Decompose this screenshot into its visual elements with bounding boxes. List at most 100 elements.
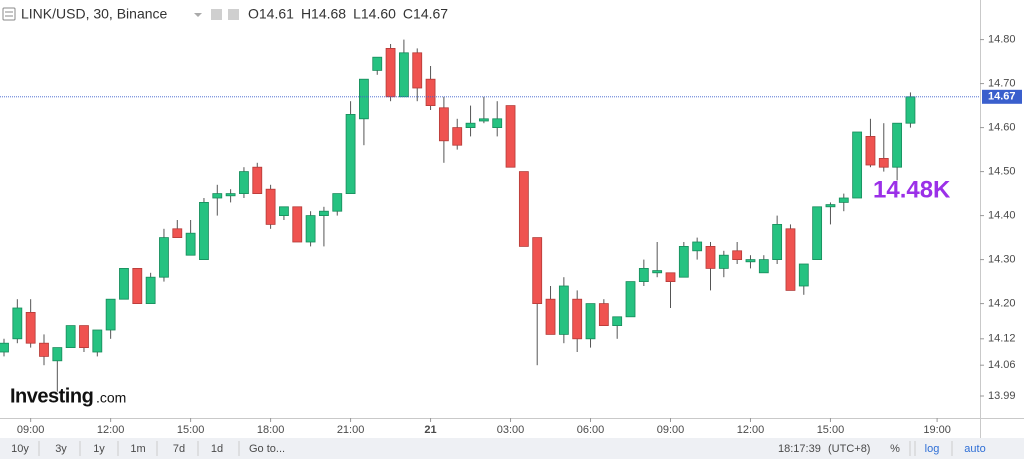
- y-tick-label: 14.70: [988, 78, 1016, 90]
- y-tick-label: 14.30: [988, 254, 1016, 266]
- candle-body: [612, 316, 623, 326]
- candle-body: [465, 122, 476, 128]
- candle-body: [0, 342, 9, 353]
- x-tick-label: 15:00: [177, 424, 205, 436]
- candle-body: [185, 232, 196, 256]
- candle-body: [798, 263, 809, 287]
- candle-body: [572, 298, 583, 340]
- settings-icon[interactable]: [228, 9, 239, 20]
- candle-body: [825, 204, 836, 208]
- candle-body: [385, 48, 396, 98]
- candle-body: [678, 245, 689, 278]
- range-button[interactable]: 3y: [55, 443, 67, 455]
- watermark: Investing: [10, 385, 93, 407]
- range-button[interactable]: 1y: [93, 443, 105, 455]
- candle-body: [279, 206, 289, 217]
- candle-body: [758, 259, 769, 274]
- candle-body: [692, 241, 703, 252]
- ohlc-value: L14.60: [353, 6, 396, 22]
- x-tick-label: 21:00: [337, 424, 365, 436]
- y-tick-label: 14.50: [988, 166, 1016, 178]
- scale-option[interactable]: %: [890, 443, 900, 455]
- candle-body: [838, 197, 849, 203]
- candle-body: [785, 228, 796, 291]
- x-tick-label: 19:00: [923, 424, 951, 436]
- menu-icon[interactable]: [2, 7, 16, 21]
- x-tick-label: 09:00: [657, 424, 685, 436]
- candle-body: [359, 78, 369, 120]
- y-tick-label: 14.80: [988, 34, 1016, 46]
- x-tick-label: 03:00: [497, 424, 525, 436]
- settings-icon[interactable]: [211, 9, 222, 20]
- annotation: 14.48K: [873, 176, 951, 203]
- candle-body: [585, 303, 596, 340]
- candle-body: [518, 171, 529, 247]
- candle-body: [452, 127, 463, 146]
- candle-body: [625, 281, 636, 318]
- candle-body: [25, 311, 36, 344]
- candle-body: [159, 237, 169, 278]
- watermark-suffix: .com: [96, 390, 126, 406]
- y-tick-label: 14.20: [988, 298, 1016, 310]
- candle-body: [772, 223, 783, 260]
- candle-body: [732, 250, 743, 261]
- candle-body: [239, 171, 249, 195]
- ohlc-value: H14.68: [301, 6, 346, 22]
- candle-body: [865, 135, 876, 166]
- scale-option[interactable]: auto: [964, 443, 985, 455]
- ohlc-value: O14.61: [248, 6, 294, 22]
- symbol: LINK/USD, 30, Binance: [21, 6, 168, 22]
- candle-body: [332, 193, 343, 212]
- candle-body: [665, 272, 676, 282]
- x-tick-label: 21: [424, 424, 436, 436]
- candle-body: [79, 325, 89, 349]
- candle-body: [532, 237, 543, 305]
- candle-body: [319, 210, 329, 216]
- clock: 18:17:39: [778, 443, 821, 455]
- x-tick-label: 15:00: [817, 424, 845, 436]
- x-tick-label: 12:00: [737, 424, 765, 436]
- candle-body: [892, 122, 903, 168]
- candle-body: [212, 193, 223, 199]
- range-button[interactable]: 7d: [173, 443, 185, 455]
- candle-body: [412, 52, 423, 89]
- candle-body: [199, 201, 209, 260]
- candle-body: [65, 325, 76, 349]
- y-tick-label: 14.40: [988, 210, 1016, 222]
- candle-body: [252, 166, 263, 194]
- candle-body: [598, 303, 609, 327]
- candle-body: [39, 342, 49, 357]
- candle-body: [292, 206, 303, 243]
- candle-body: [265, 188, 276, 225]
- candle-body: [652, 270, 663, 274]
- candle-body: [372, 56, 383, 71]
- dropdown-arrow[interactable]: [194, 13, 202, 17]
- candle-body: [638, 267, 649, 282]
- last-price-box: [982, 89, 1022, 104]
- candle-body: [12, 307, 23, 340]
- candle-body: [438, 107, 449, 142]
- ohlc-value: C14.67: [403, 6, 448, 22]
- candle-body: [305, 215, 316, 243]
- candle-body: [345, 114, 356, 194]
- candle-body: [505, 105, 516, 168]
- candle-body: [905, 96, 916, 124]
- y-tick-label: 13.99: [988, 390, 1016, 402]
- x-tick-label: 18:00: [257, 424, 285, 436]
- range-button[interactable]: 1m: [130, 443, 145, 455]
- goto-button[interactable]: Go to...: [249, 443, 285, 455]
- x-tick-label: 09:00: [17, 424, 45, 436]
- range-button[interactable]: 10y: [11, 443, 29, 455]
- candle-body: [745, 259, 756, 263]
- toolbar: [0, 438, 1024, 459]
- y-tick-label: 14.12: [988, 333, 1016, 345]
- candle-body: [545, 298, 556, 335]
- scale-option[interactable]: log: [925, 443, 940, 455]
- candle-body: [52, 347, 63, 362]
- range-button[interactable]: 1d: [211, 443, 223, 455]
- toolbar-separators: [238, 441, 911, 456]
- candle-body: [812, 206, 823, 261]
- candle-body: [398, 52, 409, 98]
- candle-body: [705, 245, 716, 269]
